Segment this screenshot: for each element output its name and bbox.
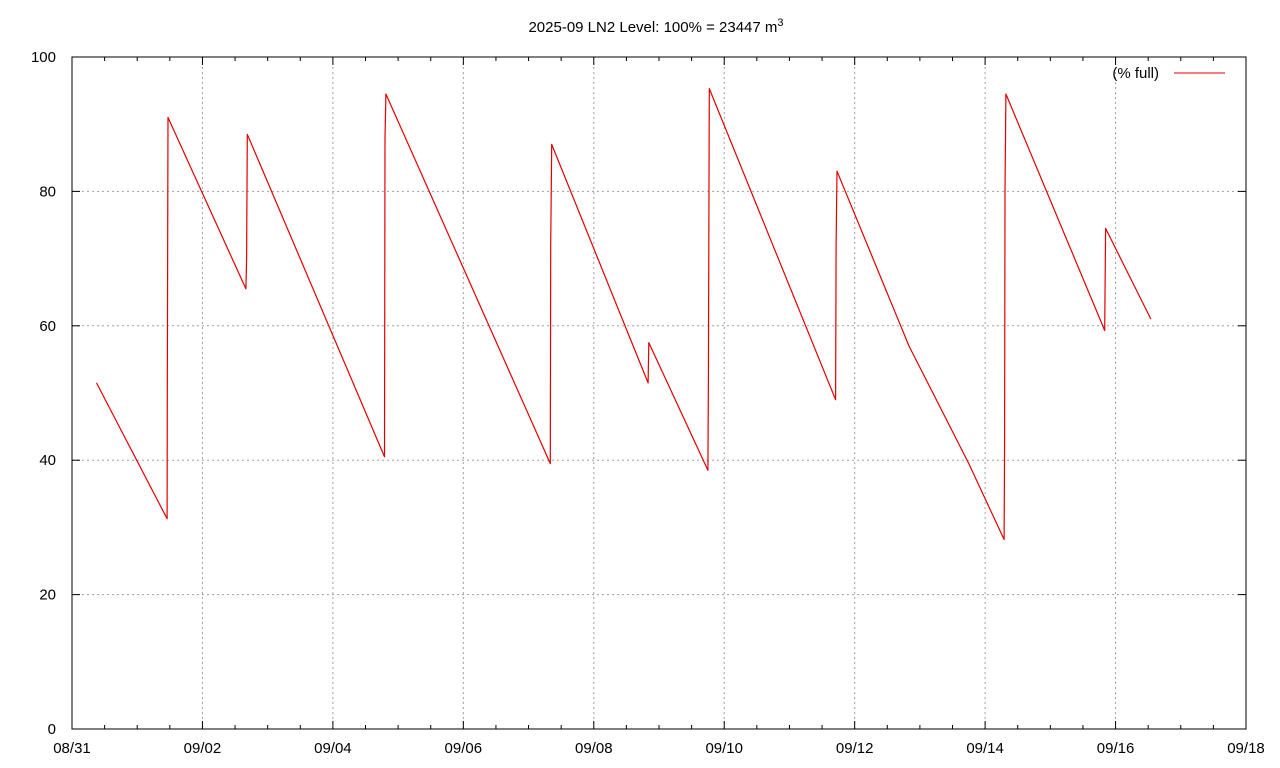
chart-title: 2025-09 LN2 Level: 100% = 23447 m3: [528, 17, 783, 36]
y-tick-label: 40: [39, 452, 56, 469]
tick-labels: 0 20 40 60 80 100 08/31 09/02 09/04 09/06 09/08 09/…: [31, 49, 1265, 757]
x-tick-label: 09/18: [1227, 740, 1265, 757]
plot-frame: [71, 56, 1247, 730]
x-tick-label: 09/02: [184, 740, 222, 757]
y-tick-label: 20: [39, 587, 56, 604]
y-tick-label: 60: [39, 318, 56, 335]
legend: (% full): [1112, 65, 1225, 82]
x-tick-label: 09/06: [445, 740, 483, 757]
x-tick-label: 09/10: [705, 740, 743, 757]
grid-lines: [72, 57, 1246, 729]
legend-label: (% full): [1112, 65, 1159, 82]
x-tick-label: 09/12: [836, 740, 874, 757]
x-tick-label: 09/16: [1097, 740, 1135, 757]
y-tick-label: 100: [31, 49, 56, 66]
axis-ticks: [71, 56, 1247, 730]
x-tick-label: 09/08: [575, 740, 613, 757]
chart-title-main: 2025-09 LN2 Level: 100% = 23447 m: [528, 19, 777, 36]
x-tick-label: 09/14: [966, 740, 1004, 757]
x-tick-label: 09/04: [314, 740, 352, 757]
x-tick-label: 08/31: [53, 740, 91, 757]
data-series: [95, 88, 1152, 541]
y-tick-label: 0: [48, 721, 56, 738]
series-line: [95, 88, 1152, 541]
chart-title-superscript: 3: [777, 17, 783, 29]
y-tick-label: 80: [39, 183, 56, 200]
